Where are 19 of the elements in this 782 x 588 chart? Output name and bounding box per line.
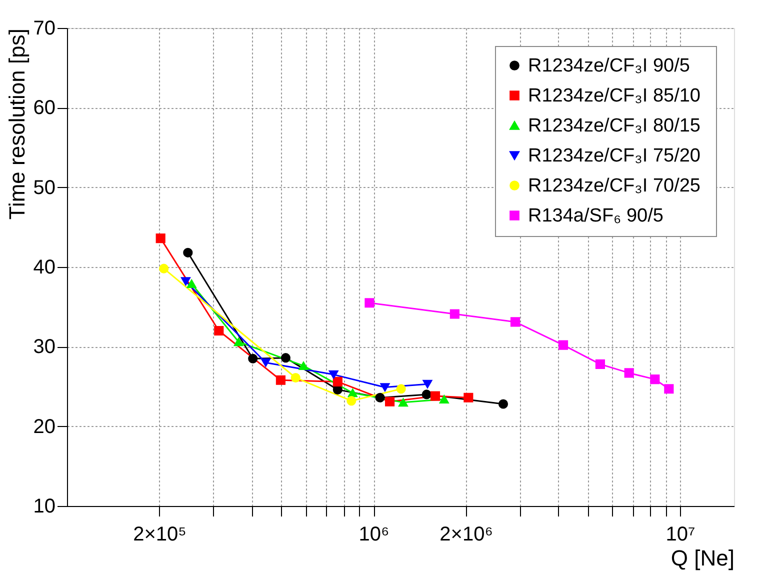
y-tick-label: 40 (33, 256, 56, 278)
legend-label: R1234ze/CF₃I 70/25 (528, 176, 701, 196)
legend-label: R1234ze/CF₃I 90/5 (528, 56, 690, 76)
x-tick-label: 10⁷ (666, 524, 696, 546)
y-tick-label: 60 (33, 97, 56, 120)
y-tick-label: 50 (33, 176, 56, 199)
x-tick-label: 2×10⁵ (133, 524, 186, 546)
y-tick-label: 30 (33, 336, 56, 358)
y-tick-label: 70 (33, 18, 56, 40)
legend-label: R134a/SF₆ 90/5 (528, 206, 664, 226)
legend-label: R1234ze/CF₃I 80/15 (528, 116, 701, 136)
x-tick-label: 2×10⁶ (440, 524, 493, 546)
legend-label: R1234ze/CF₃I 85/10 (528, 86, 701, 106)
y-axis-title: Time resolution [ps] (4, 28, 30, 220)
legend-label: R1234ze/CF₃I 75/20 (528, 146, 701, 166)
y-tick-label: 10 (33, 496, 56, 518)
x-axis-title: Q [Ne] (670, 546, 734, 570)
y-tick-label: 20 (33, 416, 56, 438)
x-tick-label: 10⁶ (358, 524, 390, 546)
